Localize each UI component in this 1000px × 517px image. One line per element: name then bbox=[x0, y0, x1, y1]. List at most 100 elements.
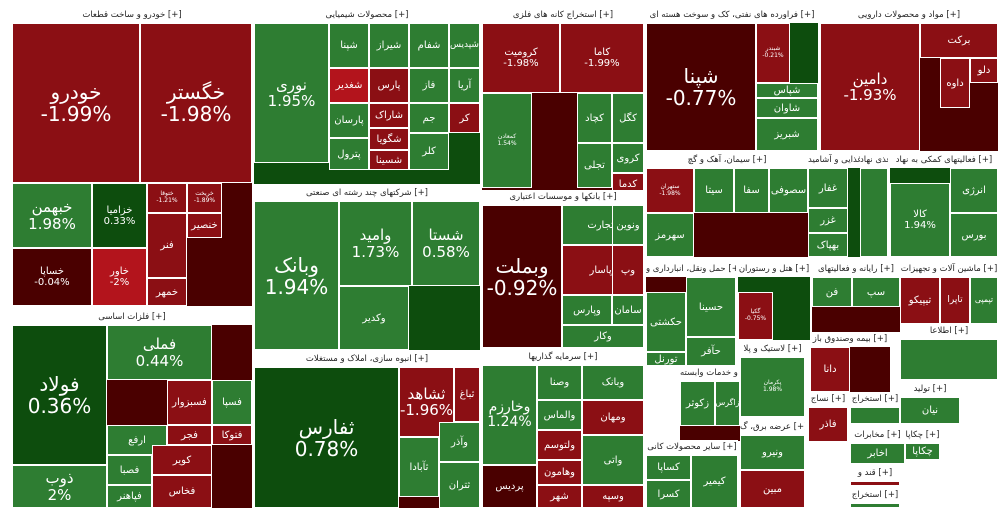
sector-title[interactable]: قند و [+] bbox=[850, 466, 900, 481]
stock-tile[interactable]: کرومیت -1.98% bbox=[482, 23, 560, 93]
sector-title[interactable]: حمل ونقل، انبارداری و [+] bbox=[646, 262, 736, 277]
stock-tile[interactable]: ثباغ bbox=[454, 367, 480, 422]
stock-tile[interactable]: ثتران bbox=[439, 462, 480, 508]
stock-tile[interactable]: دامین -1.93% bbox=[820, 23, 920, 151]
stock-tile[interactable] bbox=[850, 481, 900, 486]
stock-tile[interactable]: خاور -2% bbox=[92, 248, 147, 306]
stock-tile[interactable] bbox=[850, 503, 900, 508]
stock-tile[interactable]: انرژی bbox=[950, 168, 998, 213]
stock-tile[interactable] bbox=[900, 339, 998, 380]
stock-tile[interactable]: شسینا bbox=[369, 150, 409, 170]
stock-tile[interactable]: زاگرس bbox=[715, 381, 740, 426]
stock-tile[interactable]: تجلی bbox=[577, 143, 612, 188]
stock-tile[interactable]: وکدیر bbox=[339, 286, 409, 350]
stock-tile[interactable] bbox=[860, 168, 888, 257]
stock-tile[interactable]: آریا bbox=[449, 68, 480, 103]
stock-tile[interactable]: کویر bbox=[152, 445, 212, 475]
stock-tile[interactable]: خزامیا 0.33% bbox=[92, 183, 147, 248]
stock-tile[interactable]: نیان bbox=[900, 397, 960, 424]
sector-title[interactable]: شرکتهای چند رشته ای صنعتی [+] bbox=[254, 186, 480, 201]
stock-tile[interactable]: شبریز bbox=[756, 118, 818, 151]
stock-tile[interactable]: کر bbox=[449, 103, 480, 133]
sector-title[interactable]: فراورده های نفتی، کک و سوخت هسته ای [+] bbox=[646, 8, 818, 23]
sector-title[interactable]: نساج [+] bbox=[808, 392, 848, 407]
stock-tile[interactable]: خگستر -1.98% bbox=[140, 23, 252, 183]
sector-title[interactable]: بیمه وصندوق باز [+] bbox=[810, 332, 890, 347]
stock-tile[interactable]: ثآبادا bbox=[399, 437, 439, 497]
stock-tile[interactable]: برکت bbox=[920, 23, 998, 58]
stock-tile[interactable]: وصنا bbox=[537, 365, 582, 400]
sector-title[interactable]: استخراج [+] bbox=[850, 392, 900, 407]
stock-tile[interactable]: دلو bbox=[970, 58, 998, 83]
stock-tile[interactable] bbox=[850, 407, 900, 424]
stock-tile[interactable]: شپنا -0.77% bbox=[646, 23, 756, 151]
stock-tile[interactable]: ستهران -1.98% bbox=[646, 168, 694, 213]
stock-tile[interactable]: پترول bbox=[329, 138, 369, 170]
stock-tile[interactable]: تاپرا bbox=[940, 277, 970, 324]
stock-tile[interactable]: تپمپی bbox=[970, 277, 998, 324]
stock-tile[interactable]: فن bbox=[812, 277, 852, 307]
sector-title[interactable]: زراعت و خدمات وابسته [+] bbox=[680, 366, 740, 381]
stock-tile[interactable]: فسبزوار bbox=[167, 380, 212, 425]
sector-title[interactable]: لاستیک و پلا [+] bbox=[740, 342, 805, 357]
stock-tile[interactable]: جم bbox=[409, 103, 449, 133]
stock-tile[interactable]: گکیا -0.75% bbox=[738, 292, 773, 340]
stock-tile[interactable]: والماس bbox=[537, 400, 582, 430]
stock-tile[interactable]: ذوب 2% bbox=[12, 465, 107, 508]
stock-tile[interactable]: ونیرو bbox=[740, 435, 805, 470]
stock-tile[interactable]: داوه bbox=[940, 58, 970, 108]
stock-tile[interactable]: شپنا bbox=[329, 23, 369, 68]
sector-title[interactable]: محصولات کاغذی نهاد [+] bbox=[860, 153, 888, 168]
sector-title[interactable]: بانکها و موسسات اعتباری [+] bbox=[482, 190, 644, 205]
stock-tile[interactable]: حآفر bbox=[686, 337, 736, 366]
stock-tile[interactable]: وبملت -0.92% bbox=[482, 205, 562, 348]
stock-tile[interactable]: کروی bbox=[612, 143, 644, 173]
stock-tile[interactable]: ثفارس 0.78% bbox=[254, 367, 399, 508]
stock-tile[interactable]: وآذر bbox=[439, 422, 480, 462]
sector-title[interactable]: هتل و رستوران [+] bbox=[738, 262, 810, 277]
stock-tile[interactable]: شبندر -0.21% bbox=[756, 23, 790, 83]
stock-tile[interactable]: سیتا bbox=[694, 168, 734, 213]
stock-tile[interactable]: فسپا bbox=[212, 380, 252, 425]
stock-tile[interactable]: چکاپا bbox=[905, 443, 940, 460]
stock-tile[interactable]: زکوثر bbox=[680, 381, 715, 426]
stock-tile[interactable]: واتی bbox=[582, 435, 644, 485]
sector-title[interactable]: استخراج [+] bbox=[850, 488, 900, 503]
stock-tile[interactable]: شاوان bbox=[756, 98, 818, 118]
stock-tile[interactable]: ختوقا -1.21% bbox=[147, 183, 187, 213]
stock-tile[interactable]: شپاس bbox=[756, 83, 818, 98]
sector-title[interactable]: فعالیتهای کمکی به نهاد [+] bbox=[890, 153, 998, 168]
stock-tile[interactable]: خودرو -1.99% bbox=[12, 23, 140, 183]
stock-tile[interactable]: کلر bbox=[409, 133, 449, 170]
stock-tile[interactable]: ومهان bbox=[582, 400, 644, 435]
stock-tile[interactable]: بهپاک bbox=[808, 233, 848, 257]
stock-tile[interactable]: کچاد bbox=[577, 93, 612, 143]
stock-tile[interactable]: کگل bbox=[612, 93, 644, 143]
stock-tile[interactable]: فخاس bbox=[152, 475, 212, 508]
stock-tile[interactable]: کمعادن 1.54% bbox=[482, 93, 532, 188]
stock-tile[interactable]: اخابر bbox=[850, 443, 905, 464]
stock-tile[interactable]: فپاهنر bbox=[107, 485, 152, 508]
stock-tile[interactable]: پردیس bbox=[482, 465, 537, 508]
sector-title[interactable]: رایانه و فعالیتهای [+] bbox=[812, 262, 900, 277]
stock-tile[interactable]: فنر bbox=[147, 213, 187, 278]
sector-title[interactable]: عرضه برق، گ [+] bbox=[740, 420, 805, 435]
stock-tile[interactable]: فتوکا bbox=[212, 425, 252, 445]
stock-tile[interactable]: شپدیس bbox=[449, 23, 480, 68]
sector-title[interactable]: سرمایه گذاریها [+] bbox=[482, 350, 644, 365]
stock-tile[interactable]: نوری 1.95% bbox=[254, 23, 329, 163]
stock-tile[interactable]: شغدیر bbox=[329, 68, 369, 103]
stock-tile[interactable]: فجر bbox=[167, 425, 212, 445]
stock-tile[interactable]: وسپه bbox=[582, 485, 644, 508]
sector-title[interactable]: استخراج کانه های فلزی [+] bbox=[482, 8, 644, 23]
stock-tile[interactable]: تورنل bbox=[646, 352, 686, 366]
stock-tile[interactable]: شیراز bbox=[369, 23, 409, 68]
stock-tile[interactable]: وپ bbox=[612, 245, 644, 295]
stock-tile[interactable]: فولاد 0.36% bbox=[12, 325, 107, 465]
sector-title[interactable]: سایر محصولات کانی [+] bbox=[646, 440, 738, 455]
stock-tile[interactable]: ولتوسم bbox=[537, 430, 582, 460]
stock-tile[interactable]: سصوفی bbox=[769, 168, 808, 213]
stock-tile[interactable]: سامان bbox=[612, 295, 644, 325]
sector-title[interactable]: مخابرات [+] bbox=[850, 428, 905, 443]
stock-tile[interactable]: وخارزم 1.24% bbox=[482, 365, 537, 465]
